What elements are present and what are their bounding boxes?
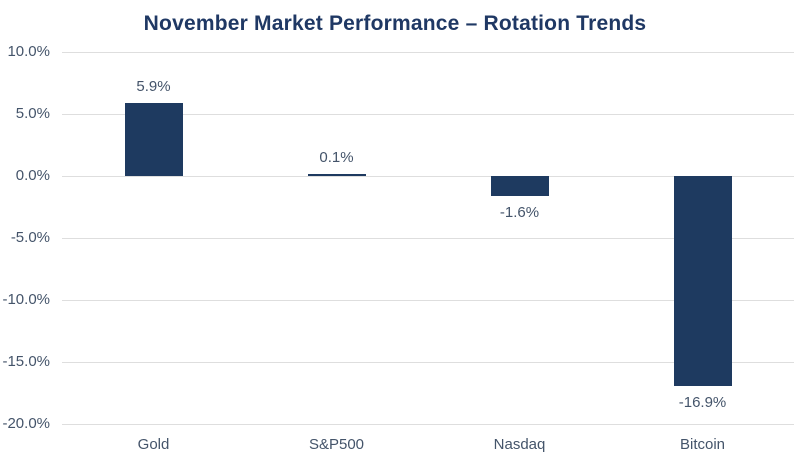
gridline <box>62 237 794 239</box>
bar-gold <box>124 102 183 176</box>
gridline <box>62 113 794 115</box>
y-tick-label: -5.0% <box>10 229 50 246</box>
x-category-label: Nasdaq <box>493 436 546 453</box>
x-category-label: Gold <box>137 436 170 453</box>
data-label: -16.9% <box>678 393 727 411</box>
y-tick-label: 0.0% <box>15 167 50 184</box>
bar-bitcoin <box>673 176 732 386</box>
y-tick-label: 5.0% <box>15 105 50 122</box>
y-tick-label: -20.0% <box>2 415 50 432</box>
data-label: -1.6% <box>499 203 540 221</box>
y-tick-label: -15.0% <box>2 353 50 370</box>
gridline <box>62 423 794 425</box>
x-category-label: Bitcoin <box>679 436 726 453</box>
y-tick-label: 10.0% <box>7 43 50 60</box>
chart-title: November Market Performance – Rotation T… <box>143 12 647 35</box>
bar-sp500 <box>307 173 366 176</box>
x-category-label: S&P500 <box>308 436 365 453</box>
bar-nasdaq <box>490 176 549 196</box>
gridline <box>62 299 794 301</box>
gridline <box>62 51 794 53</box>
gridline <box>62 175 794 177</box>
gridline <box>62 361 794 363</box>
y-tick-label: -10.0% <box>2 291 50 308</box>
data-label: 0.1% <box>319 148 354 166</box>
data-label: 5.9% <box>136 77 171 95</box>
